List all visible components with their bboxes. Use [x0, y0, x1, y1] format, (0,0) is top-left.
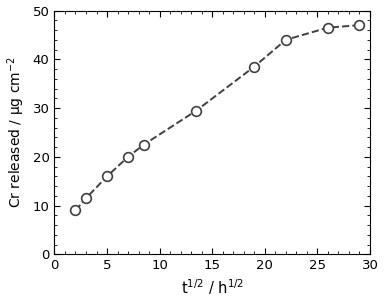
Y-axis label: Cr released / μg cm$^{-2}$: Cr released / μg cm$^{-2}$: [5, 57, 27, 208]
X-axis label: t$^{1/2}$ / h$^{1/2}$: t$^{1/2}$ / h$^{1/2}$: [180, 278, 244, 298]
